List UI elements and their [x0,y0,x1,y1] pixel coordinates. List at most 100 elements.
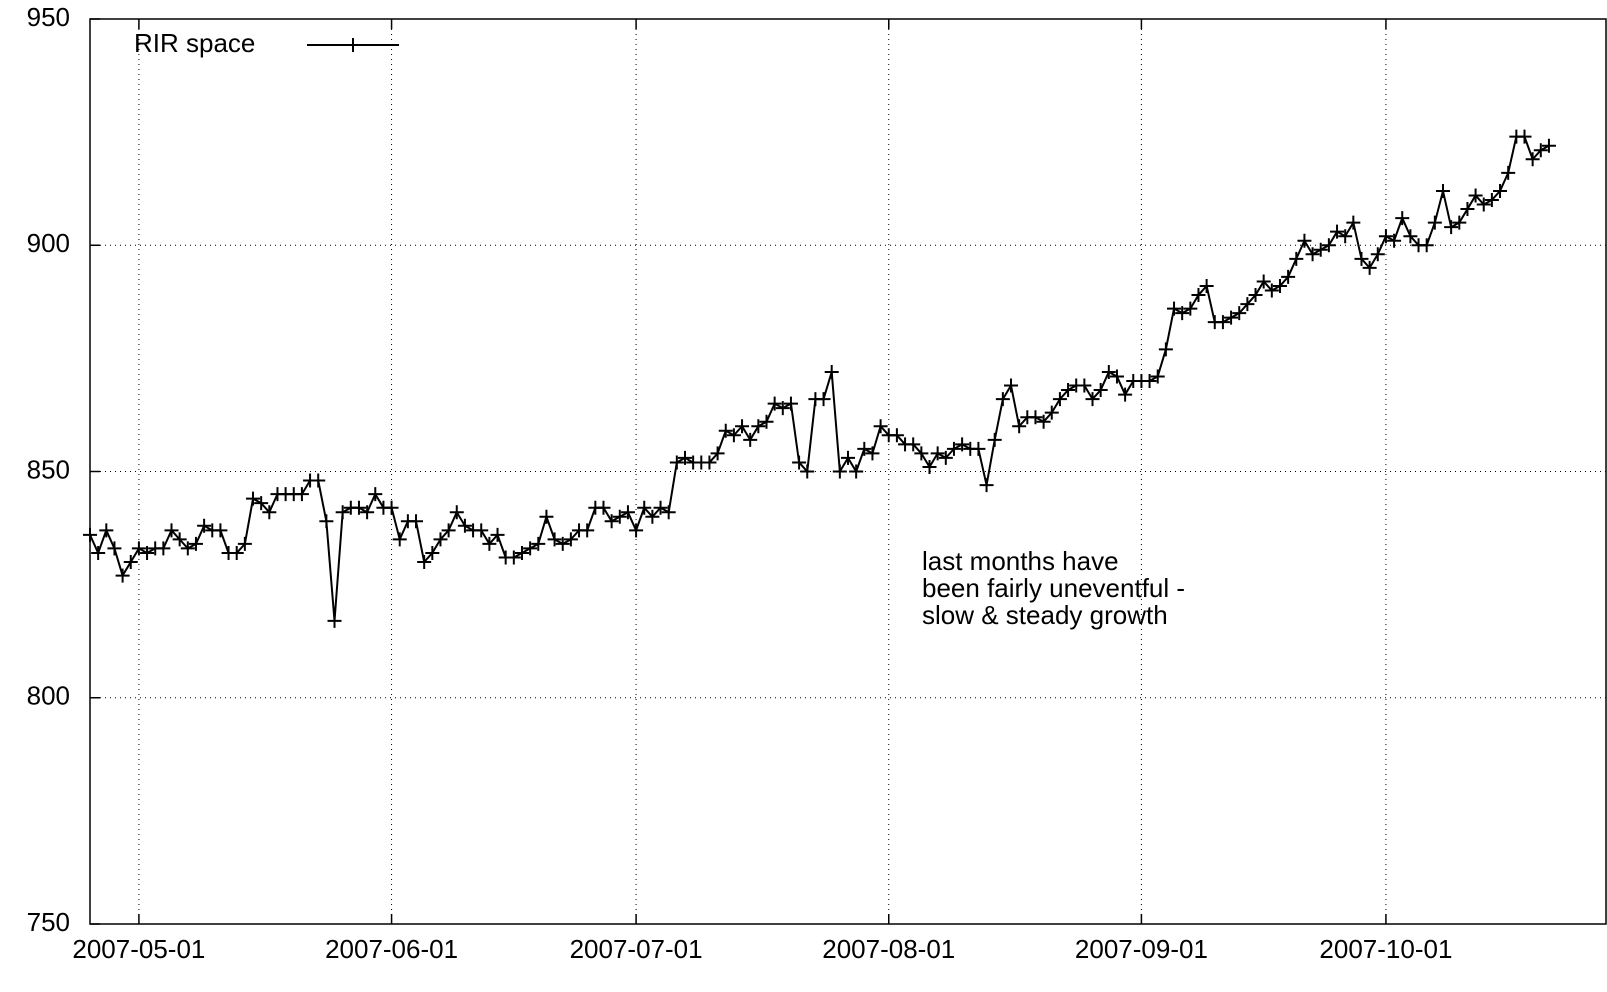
data-point [1085,392,1100,407]
y-tick-label: 950 [27,2,70,32]
data-point [433,532,448,547]
data-point [441,523,456,538]
data-point [1150,369,1165,384]
data-point [197,518,212,533]
data-point [229,545,244,560]
data-point [1403,229,1418,244]
data-point [474,523,489,538]
data-point [767,396,782,411]
data-point [351,500,366,515]
data-point [1199,278,1214,293]
data-point [946,441,961,456]
data-point [449,505,464,520]
data-point [612,509,627,524]
data-point [1142,374,1157,388]
data-point [857,441,872,456]
data-point [294,487,309,502]
data-point [555,536,570,551]
data-point [1118,387,1133,402]
legend-marker [346,38,360,52]
data-point [1093,383,1108,398]
data-point [115,568,130,583]
data-point [1346,215,1361,230]
data-point [620,505,635,520]
data-point [938,450,953,465]
data-point [1191,288,1206,303]
data-point [637,500,652,515]
data-point [955,437,970,452]
x-tick-label: 2007-05-01 [72,934,205,964]
data-point [457,518,472,533]
data-point [775,401,790,416]
data-point [107,541,122,556]
data-point [669,455,684,470]
data-point [710,446,725,461]
data-point [1028,410,1043,425]
data-point [661,505,676,520]
data-line [89,135,1550,621]
data-point [596,500,611,515]
data-point [726,428,741,443]
data-point [604,514,619,529]
data-point [865,446,880,461]
data-point [425,545,440,560]
data-point [409,514,424,529]
data-point [1061,383,1076,398]
data-point [384,500,399,515]
data-point [914,446,929,461]
data-point [1175,306,1190,321]
data-point [1004,378,1019,393]
data-point [1395,211,1410,226]
data-point [832,464,847,479]
data-point [653,500,668,515]
data-point [718,423,733,438]
annotation: slow & steady growth [922,600,1168,630]
data-point [156,541,171,556]
plot-frame [89,18,1607,925]
annotation: been fairly uneventful - [922,573,1185,603]
data-point [1281,269,1296,284]
data-point [1484,193,1499,207]
data-point [213,523,228,538]
x-tick-label: 2007-08-01 [822,934,955,964]
legend-label: RIR space [134,28,255,58]
data-point [1109,369,1124,384]
data-point [140,545,155,560]
data-point [360,505,375,520]
data-point [1044,405,1059,420]
y-tick-label: 900 [27,228,70,258]
data-point [83,527,97,542]
data-point [702,455,717,470]
data-point [319,514,334,529]
data-point [164,523,179,538]
data-point [677,450,692,465]
data-point [482,536,497,551]
data-point [1248,288,1263,303]
data-point [1517,129,1532,144]
data-point [237,536,252,551]
data-point [531,536,546,551]
data-point [1158,342,1173,357]
data-point [254,496,269,511]
data-point [547,532,562,547]
data-point [816,392,831,407]
data-point [327,613,342,628]
data-point [1533,143,1548,158]
data-point [824,364,839,379]
y-tick-label: 800 [27,681,70,711]
data-point [645,509,660,524]
data-point [1338,229,1353,244]
data-point [1501,165,1516,180]
data-point [1183,301,1198,316]
data-point [849,464,864,479]
data-point [131,541,146,556]
data-point [751,419,766,434]
data-point [1256,274,1271,289]
data-point [792,455,807,470]
data-point [1354,251,1369,266]
data-point [987,432,1002,447]
data-point [1036,414,1051,429]
data-point [1419,238,1434,253]
data-point [1052,392,1067,407]
